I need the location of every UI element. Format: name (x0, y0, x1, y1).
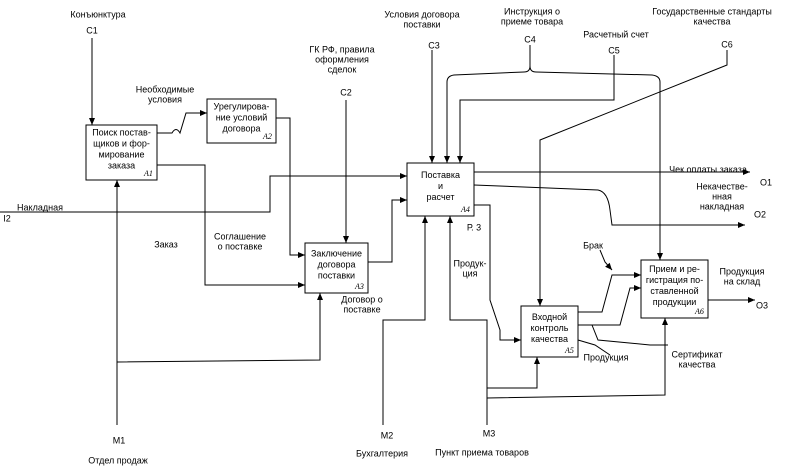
arrow-label: Инструкция о (504, 6, 560, 16)
arrow-code: C4 (524, 34, 536, 44)
activity-text: Входной (532, 312, 567, 322)
arrow-label: Накладная (17, 202, 63, 212)
activity-text: ние условий (216, 112, 268, 122)
activity-text: щиков и фор- (93, 138, 150, 148)
arrow-code: O2 (754, 209, 766, 219)
arrow-code: C2 (340, 87, 352, 97)
arrow-label: Договор о (341, 294, 383, 304)
activity-box (640, 259, 709, 319)
arrow-code: O3 (756, 300, 768, 310)
activity-text: заказа (108, 160, 135, 170)
activity-text: продукции (653, 297, 697, 307)
arrows (0, 38, 755, 425)
arrow-label: Государственные стандарты (652, 6, 772, 16)
arrow-code: M1 (113, 435, 126, 445)
activity-text: качества (531, 334, 568, 344)
activity-text: мирование (99, 149, 145, 159)
activity-text: Поиск постав- (92, 127, 151, 137)
arrow-label: накладная (700, 201, 744, 211)
activity-id: A1 (143, 169, 153, 178)
activity-box (206, 98, 277, 144)
arrow-label: о поставке (218, 241, 263, 251)
activity-box (85, 124, 158, 181)
arrow-label: Р. 3 (467, 222, 481, 232)
arrow-label: поставке (343, 304, 380, 314)
activity-text: контроль (531, 323, 569, 333)
arrow-label: Продук- (454, 258, 487, 268)
arrow-code: O1 (760, 177, 772, 187)
arrow-label: приеме товара (501, 16, 563, 26)
activity-text: ставленной (650, 286, 698, 296)
arrow-code: C6 (721, 39, 733, 49)
arrow-label: Условия договора (384, 9, 459, 19)
arrow-label: оформления (315, 54, 369, 64)
arrow-label: качества (694, 16, 731, 26)
activity-id: A6 (694, 307, 704, 316)
activity-text: Поставка (421, 170, 460, 180)
arrow-code: M2 (381, 430, 394, 440)
arrow-label: Брак (583, 240, 603, 250)
activity-text: Заключение (311, 248, 362, 258)
arrow-code: I2 (3, 213, 11, 223)
arrow-label: Конъюнктура (70, 9, 125, 19)
arrow-label: нная (712, 191, 732, 201)
arrow-label: ГК РФ, правила (309, 44, 374, 54)
arrow-label: ция (462, 268, 477, 278)
arrow-label: условия (148, 94, 182, 104)
arrow-label: Сертификат (672, 349, 723, 359)
activity-text: гистрация по- (646, 275, 703, 285)
arrow-label: поставки (403, 19, 440, 29)
arrow-label: Отдел продаж (88, 455, 148, 465)
arrow-code: M3 (483, 428, 496, 438)
arrow-label: Продукция (583, 352, 628, 362)
activity-text: Прием и ре- (649, 264, 700, 274)
activity-box (520, 305, 579, 358)
activity-id: A2 (262, 132, 272, 141)
arrow-code: C5 (608, 45, 620, 55)
arrow-code: C1 (86, 25, 98, 35)
arrow-label: на склад (724, 276, 761, 286)
activity-id: A4 (460, 205, 470, 214)
activity-text: договора (222, 123, 260, 133)
arrow-label: Бухгалтерия (356, 448, 408, 458)
arrow-label: Соглашение (214, 231, 266, 241)
arrow-label: Некачестве- (696, 181, 747, 191)
activity-box (304, 242, 369, 294)
arrow-label: Заказ (154, 239, 178, 249)
activity-text: поставки (318, 270, 355, 280)
arrow-label: сделок (328, 64, 357, 74)
arrow-label: Необходимые (136, 84, 195, 94)
arrow-label: качества (679, 359, 716, 369)
activity-text: и (438, 181, 443, 191)
boxes: Поиск постав-щиков и фор-мированиезаказа… (85, 98, 709, 358)
activity-text: договора (317, 259, 355, 269)
labels: Конъюнктура C1 ГК РФ, правилаоформлениясде… (3, 6, 772, 465)
activity-box (406, 162, 475, 217)
activity-text: расчет (427, 192, 455, 202)
activity-id: A5 (564, 346, 574, 355)
arrow-label: Продукция (719, 266, 764, 276)
arrow-label: Чек оплаты заказа (669, 164, 747, 174)
arrow-label: Расчетный счет (583, 29, 649, 39)
activity-text: Урегулирова- (214, 101, 270, 111)
activity-id: A3 (354, 282, 364, 291)
arrow-label: Пункт приема товаров (435, 447, 529, 457)
arrow-code: C3 (428, 40, 440, 50)
